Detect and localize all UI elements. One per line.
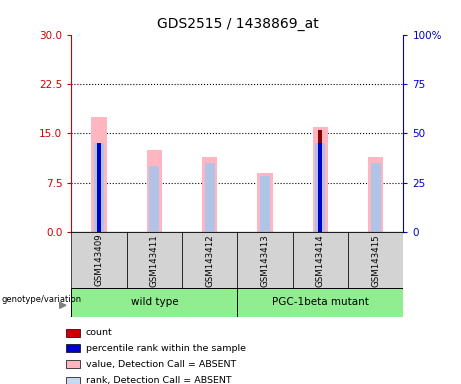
Bar — [71, 288, 237, 317]
Bar — [319, 130, 322, 232]
Bar — [237, 232, 293, 288]
Bar — [127, 232, 182, 288]
Text: GSM143409: GSM143409 — [95, 234, 104, 286]
Bar — [71, 232, 127, 288]
Text: percentile rank within the sample: percentile rank within the sample — [86, 344, 246, 353]
Bar — [315, 143, 325, 232]
Text: wild type: wild type — [130, 297, 178, 308]
Bar — [371, 163, 381, 232]
Bar — [66, 360, 80, 368]
Bar — [66, 377, 80, 384]
Bar — [66, 328, 80, 337]
Text: GSM143413: GSM143413 — [260, 234, 270, 286]
Text: GSM143415: GSM143415 — [371, 234, 380, 286]
Bar — [94, 143, 104, 232]
Bar — [348, 232, 403, 288]
Bar — [97, 143, 101, 232]
Text: GSM143412: GSM143412 — [205, 234, 214, 286]
Bar — [319, 143, 322, 232]
Text: rank, Detection Call = ABSENT: rank, Detection Call = ABSENT — [86, 376, 231, 384]
Bar — [91, 117, 107, 232]
Bar — [202, 157, 218, 232]
Bar — [66, 344, 80, 353]
Text: genotype/variation: genotype/variation — [1, 295, 82, 304]
Bar — [147, 150, 162, 232]
Title: GDS2515 / 1438869_at: GDS2515 / 1438869_at — [157, 17, 318, 31]
Bar — [260, 176, 270, 232]
Bar — [257, 173, 273, 232]
Bar — [313, 127, 328, 232]
Bar — [149, 166, 160, 232]
Text: value, Detection Call = ABSENT: value, Detection Call = ABSENT — [86, 360, 236, 369]
Bar — [293, 232, 348, 288]
Text: GSM143414: GSM143414 — [316, 234, 325, 286]
Bar — [182, 232, 237, 288]
Bar — [368, 157, 384, 232]
Bar — [237, 288, 403, 317]
Text: count: count — [86, 328, 112, 337]
Text: PGC-1beta mutant: PGC-1beta mutant — [272, 297, 369, 308]
Bar — [205, 163, 215, 232]
Text: GSM143411: GSM143411 — [150, 234, 159, 286]
